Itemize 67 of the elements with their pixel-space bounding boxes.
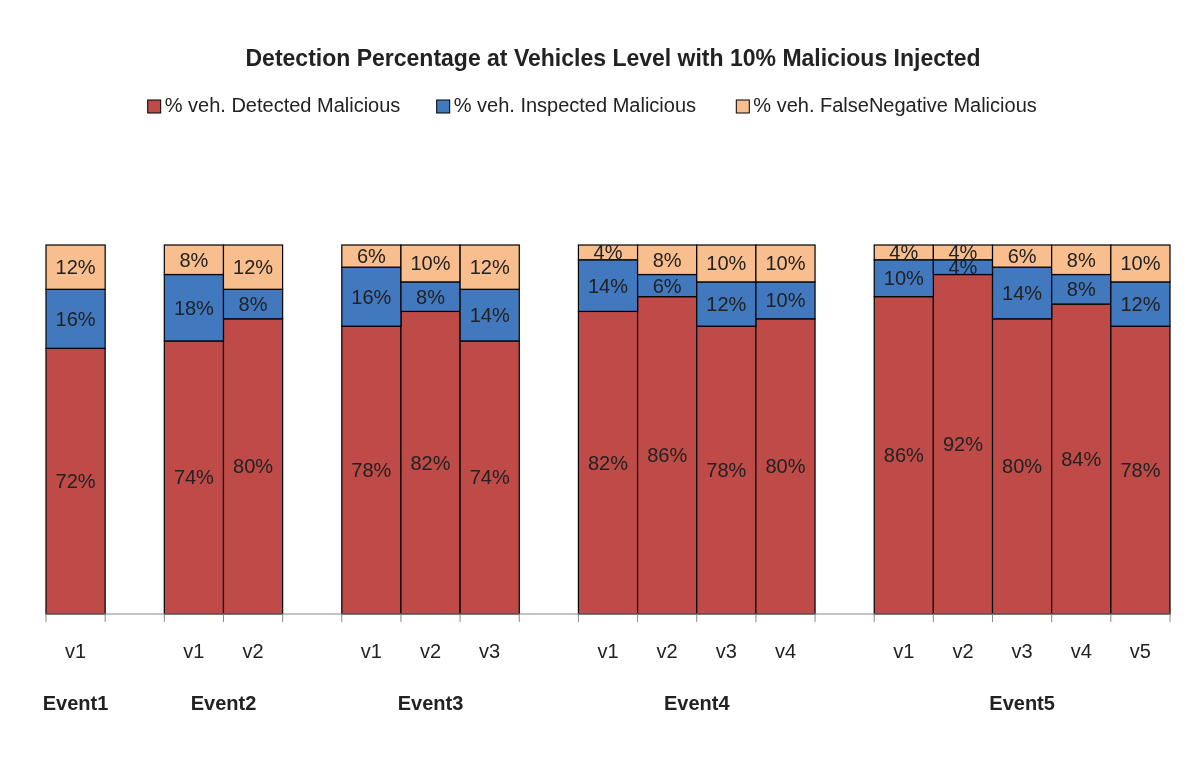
x-tick-label: v2 — [242, 640, 264, 662]
data-label: 12% — [1120, 293, 1161, 316]
data-label: 80% — [233, 455, 274, 478]
data-label: 14% — [469, 304, 510, 327]
x-tick-label: v1 — [360, 640, 382, 662]
legend-label: % veh. Detected Malicious — [164, 94, 401, 116]
data-label: 74% — [469, 466, 510, 489]
data-label: 82% — [410, 451, 451, 474]
x-tick-label: v4 — [1070, 640, 1092, 662]
data-label: 10% — [1120, 252, 1161, 275]
data-label: 6% — [1007, 245, 1037, 268]
data-label: 8% — [1066, 248, 1096, 271]
data-label: 78% — [1120, 459, 1161, 482]
data-label: 10% — [765, 252, 806, 275]
text: Event3 — [397, 692, 464, 714]
data-label: 82% — [587, 451, 629, 474]
data-label: 16% — [55, 307, 96, 330]
data-label: 86% — [647, 444, 688, 467]
data-label: 78% — [351, 459, 392, 482]
data-label: 12% — [706, 293, 747, 316]
data-label: 10% — [706, 252, 747, 275]
data-label: 8% — [652, 248, 682, 271]
data-label: 8% — [179, 248, 209, 271]
data-label: 10% — [410, 252, 451, 275]
data-label: 8% — [1066, 278, 1096, 301]
x-tick-label: v1 — [597, 640, 619, 662]
x-tick-label: v2 — [656, 640, 678, 662]
data-label: 12% — [469, 256, 510, 279]
data-label: 80% — [765, 455, 806, 478]
data-label: 84% — [1061, 448, 1102, 471]
legend-label: % veh. FalseNegative Malicious — [753, 94, 1037, 116]
x-tick-label: v2 — [419, 640, 442, 662]
x-tick-label: v4 — [774, 640, 797, 662]
data-label: 92% — [942, 433, 984, 456]
data-label: 78% — [706, 459, 747, 482]
data-label: 14% — [587, 274, 629, 297]
chart-title: Detection Percentage at Vehicles Level with 10% Malicious Injected — [245, 45, 981, 71]
data-label: 12% — [233, 256, 274, 279]
text: Event1 — [42, 692, 109, 714]
x-tick-label: v3 — [1011, 640, 1033, 662]
data-label: 74% — [173, 466, 215, 489]
legend-label: % veh. Inspected Malicious — [453, 94, 697, 116]
data-label: 86% — [883, 444, 925, 467]
data-label: 10% — [883, 267, 925, 290]
x-tick-label: v2 — [952, 640, 974, 662]
x-tick-label: v1 — [893, 640, 915, 662]
data-label: 16% — [351, 285, 392, 308]
data-label: 6% — [356, 245, 387, 268]
data-label: 8% — [238, 293, 268, 316]
text: Event5 — [989, 692, 1055, 714]
x-tick-label: v1 — [183, 640, 205, 662]
x-tick-label: v5 — [1129, 640, 1151, 662]
data-label: 80% — [1002, 455, 1043, 478]
data-label: 14% — [1002, 281, 1043, 304]
data-label: 72% — [55, 470, 96, 493]
text: Event4 — [663, 692, 731, 714]
data-label: 12% — [55, 256, 96, 279]
x-tick-label: v3 — [715, 640, 737, 662]
data-label: 10% — [765, 289, 806, 312]
x-tick-label: v1 — [65, 640, 87, 662]
data-label: 6% — [652, 274, 682, 297]
x-tick-label: v3 — [479, 640, 501, 662]
data-label: 8% — [416, 285, 446, 308]
data-label: 4% — [889, 241, 919, 264]
data-label: 4% — [593, 241, 623, 264]
text: Event2 — [190, 692, 257, 714]
data-label: 18% — [173, 296, 215, 319]
